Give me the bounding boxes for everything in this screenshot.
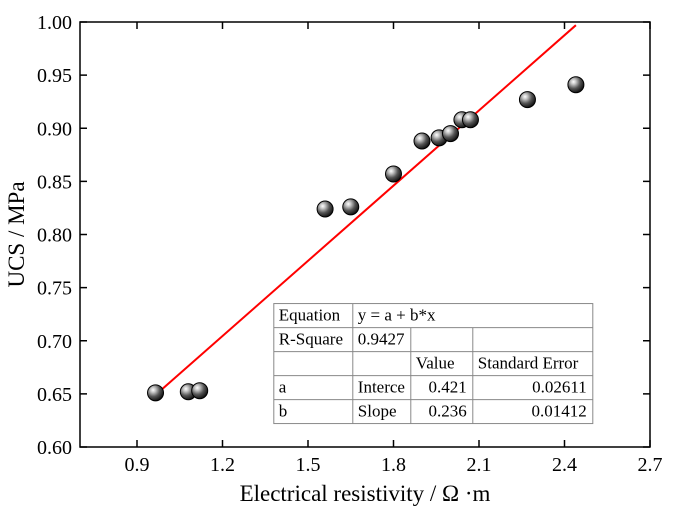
data-point	[462, 112, 478, 128]
stats-table: Equation y = a + b*x R-Square 0.9427 Value St…	[274, 304, 593, 424]
y-tick-label: 0.70	[37, 331, 72, 353]
data-point	[343, 199, 359, 215]
x-tick-label: 1.5	[296, 454, 321, 476]
y-axis-label: UCS / MPa	[4, 181, 29, 287]
data-point	[192, 383, 208, 399]
y-tick-label: 0.80	[37, 225, 72, 247]
chart-container: 0.9 1.2 1.5 1.8 2.1 2.4 2.7 0.60 0.65 0.70 0.75 0.8…	[0, 0, 685, 527]
data-point	[414, 133, 430, 149]
y-tick-label: 0.85	[37, 171, 72, 193]
y-tick-label: 0.95	[37, 65, 72, 87]
table-cell: 0.236	[429, 402, 467, 421]
table-cell: Equation	[279, 306, 341, 325]
x-tick-label: 1.2	[210, 454, 235, 476]
x-tick-label: 2.4	[552, 454, 577, 476]
x-tick-label: 1.8	[381, 454, 406, 476]
y-tick-label: 1.00	[37, 12, 72, 34]
table-cell: a	[279, 378, 287, 397]
x-tick-label: 2.1	[467, 454, 492, 476]
data-point	[443, 126, 459, 142]
x-tick-label: 0.9	[125, 454, 150, 476]
data-point	[568, 77, 584, 93]
x-axis-label: Electrical resistivity / Ω ·m	[240, 481, 491, 506]
table-cell: Value	[416, 354, 455, 373]
table-cell: b	[279, 402, 288, 421]
table-cell: R-Square	[279, 330, 343, 349]
table-cell: 0.01412	[532, 402, 587, 421]
table-cell: 0.9427	[358, 330, 405, 349]
table-cell: 0.02611	[532, 378, 587, 397]
data-point	[148, 385, 164, 401]
x-tick-label: 2.7	[638, 454, 663, 476]
y-tick-label: 0.60	[37, 437, 72, 459]
y-tick-label: 0.90	[37, 118, 72, 140]
data-point	[519, 92, 535, 108]
table-cell: 0.421	[429, 378, 467, 397]
data-point	[317, 201, 333, 217]
table-cell: Interce	[358, 378, 405, 397]
table-cell: y = a + b*x	[358, 306, 436, 325]
table-cell: Slope	[358, 402, 397, 421]
table-cell: Standard Error	[478, 354, 579, 373]
data-point	[386, 166, 402, 182]
y-tick-label: 0.65	[37, 384, 72, 406]
scatter-chart: 0.9 1.2 1.5 1.8 2.1 2.4 2.7 0.60 0.65 0.70 0.75 0.8…	[0, 0, 685, 527]
y-tick-label: 0.75	[37, 278, 72, 300]
